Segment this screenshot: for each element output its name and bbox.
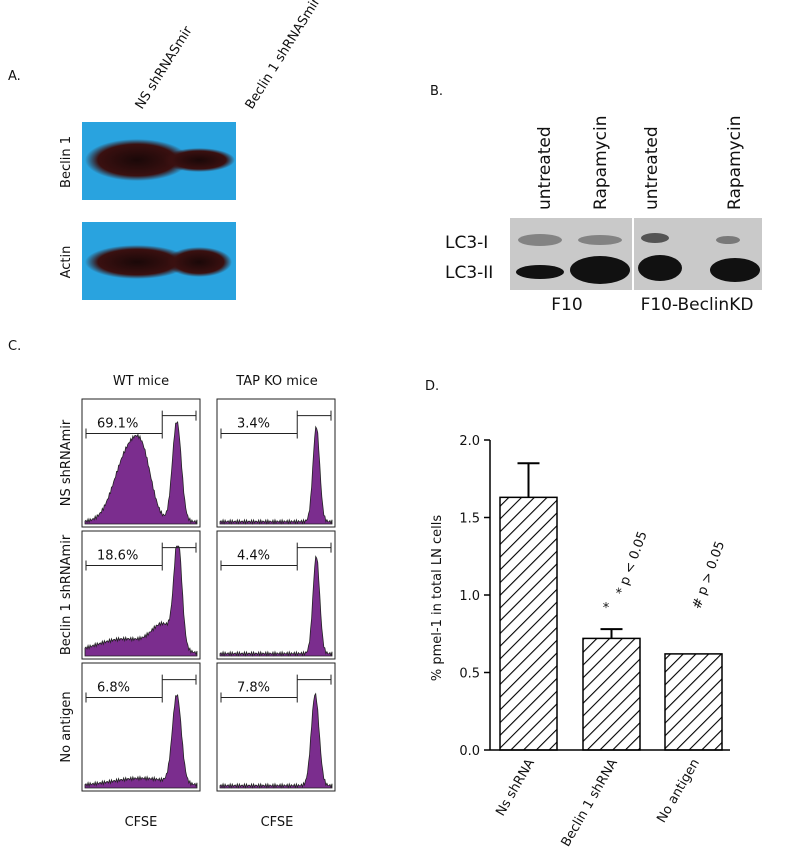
row-label: No antigen: [59, 691, 74, 762]
band: [578, 235, 622, 245]
band: [85, 139, 189, 181]
annotation: # p > 0.05: [690, 539, 729, 611]
histogram: [84, 693, 198, 789]
y-tick-label: 2.0: [459, 434, 480, 449]
y-tick-label: 0.0: [459, 744, 480, 759]
gate: [85, 674, 197, 703]
band-label: LC3-II: [445, 263, 493, 283]
gate: [85, 410, 197, 439]
y-axis-label: % pmel-1 in total LN cells: [430, 515, 445, 681]
gate: [85, 542, 197, 571]
column-label: NS shRNASmir: [133, 23, 196, 112]
histogram: [219, 555, 333, 657]
panel-label: A.: [8, 69, 21, 84]
histogram-frame: [81, 398, 201, 528]
axis-label: CFSE: [125, 815, 158, 830]
band: [518, 234, 562, 246]
axis-label: CFSE: [261, 815, 294, 830]
x-tick-label: Ns shRNA: [493, 756, 538, 818]
gate: [220, 410, 332, 439]
gate-percentage: 69.1%: [97, 417, 138, 432]
column-label: Rapamycin: [725, 115, 745, 210]
band: [570, 256, 630, 284]
band: [85, 245, 189, 279]
band-label: LC3-I: [445, 233, 488, 253]
histogram-frame: [216, 662, 336, 792]
panel-label: C.: [8, 339, 21, 354]
histogram-frame: [81, 530, 201, 660]
row-label: NS shRNAmir: [59, 419, 74, 506]
gate-percentage: 7.8%: [237, 681, 270, 696]
histogram: [219, 692, 333, 789]
gate-percentage: 6.8%: [97, 681, 130, 696]
band: [641, 233, 669, 243]
group-label: F10-BeclinKD: [641, 295, 754, 315]
histogram: [219, 425, 333, 525]
group-label: F10: [551, 295, 582, 315]
bar: [664, 653, 723, 751]
error-bar: [600, 628, 623, 639]
gate: [220, 542, 332, 571]
histogram-frame: [81, 662, 201, 792]
annotation: * p < 0.05: [614, 529, 651, 597]
y-tick-label: 0.5: [459, 667, 480, 682]
row-label: Beclin 1 shRNAmir: [59, 534, 74, 655]
gate-percentage: 4.4%: [237, 549, 270, 564]
band: [638, 255, 682, 281]
annotation: *: [603, 601, 610, 616]
histogram: [84, 545, 198, 657]
column-label: Rapamycin: [591, 115, 611, 210]
row-label: Actin: [59, 246, 74, 279]
gate: [220, 674, 332, 703]
column-label: untreated: [642, 126, 662, 210]
histogram-frame: [216, 398, 336, 528]
gate-percentage: 18.6%: [97, 549, 138, 564]
gate-percentage: 3.4%: [237, 417, 270, 432]
panel-label: D.: [425, 379, 439, 394]
column-label: WT mice: [113, 374, 169, 389]
column-label: untreated: [535, 126, 555, 210]
band: [710, 258, 760, 282]
histogram-frame: [216, 530, 336, 660]
y-tick-label: 1.0: [459, 589, 480, 604]
band: [516, 265, 564, 279]
bar: [499, 496, 558, 751]
column-label: TAP KO mice: [235, 374, 317, 389]
column-label: Beclin 1 shRNASmir: [243, 0, 324, 112]
x-tick-label: Beclin 1 shRNA: [559, 756, 621, 847]
row-label: Beclin 1: [59, 136, 74, 188]
band: [716, 236, 740, 244]
x-tick-label: No antigen: [654, 757, 703, 826]
bar: [582, 637, 641, 751]
y-tick-label: 1.5: [459, 512, 480, 527]
band: [163, 148, 235, 172]
histogram: [84, 421, 198, 525]
error-bar: [517, 462, 540, 498]
panel-label: B.: [430, 84, 443, 99]
band: [166, 247, 232, 277]
